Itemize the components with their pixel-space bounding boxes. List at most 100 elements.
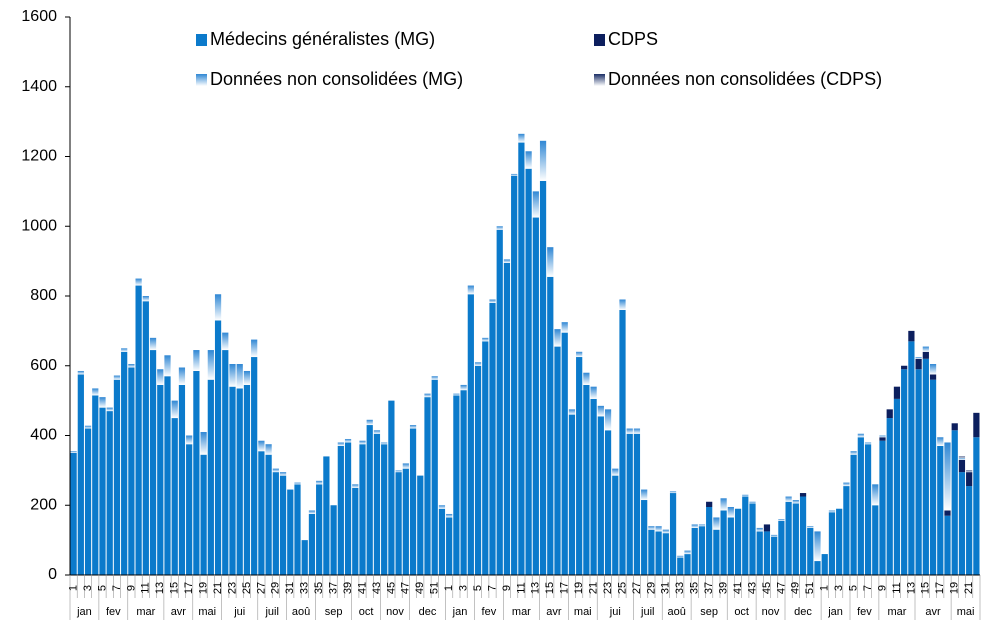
- bar-segment: [872, 505, 879, 575]
- bar-segment: [77, 370, 84, 375]
- x-tick-label: 3: [458, 585, 470, 591]
- bar-segment: [359, 440, 366, 445]
- x-group-label: fev: [482, 606, 497, 618]
- bar-segment: [193, 350, 200, 371]
- bar-segment: [265, 444, 272, 455]
- x-tick-label: 19: [198, 582, 210, 594]
- bar-segment: [554, 329, 561, 347]
- bar-segment: [431, 376, 438, 380]
- bar-segment: [84, 428, 92, 575]
- bar-segment: [576, 357, 583, 575]
- bar-segment: [121, 348, 128, 352]
- bar-segment: [453, 395, 460, 575]
- bar-segment: [402, 463, 409, 469]
- bar-segment: [713, 517, 720, 530]
- bar-segment: [893, 386, 901, 399]
- x-tick-label: 17: [934, 582, 946, 594]
- bar-segment: [901, 369, 908, 575]
- bar-segment: [460, 384, 467, 391]
- bar-segment: [590, 386, 597, 399]
- bar-segment: [474, 365, 482, 575]
- bar-segment: [836, 508, 843, 575]
- x-tick-label: 43: [746, 582, 758, 594]
- bar-segment: [713, 529, 720, 575]
- x-tick-label: 3: [833, 585, 845, 591]
- x-tick-label: 21: [588, 582, 600, 594]
- bar-segment: [438, 508, 446, 575]
- x-tick-label: 45: [761, 582, 773, 594]
- bar-segment: [597, 405, 604, 417]
- bar-segment: [691, 524, 698, 528]
- bar-segment: [792, 503, 799, 575]
- bar-segment: [807, 526, 814, 528]
- bar-segment: [294, 484, 301, 575]
- bar-segment: [937, 437, 944, 446]
- x-tick-label: 11: [891, 582, 903, 593]
- bar-segment: [149, 350, 157, 575]
- x-tick-label: 27: [255, 582, 267, 594]
- bar-segment: [482, 341, 489, 575]
- bar-segment: [258, 451, 265, 575]
- x-tick-label: 31: [284, 582, 296, 594]
- bar-segment: [424, 393, 431, 398]
- bar-segment: [698, 524, 706, 527]
- bar-segment: [142, 296, 149, 302]
- bar-segment: [929, 374, 937, 380]
- x-group-label: fev: [106, 606, 121, 618]
- bar-segment: [915, 369, 922, 575]
- x-group-label: mai: [957, 606, 975, 618]
- y-tick-label: 200: [30, 496, 57, 513]
- bar-segment: [330, 505, 337, 575]
- legend-marker: [196, 74, 207, 86]
- bar-segment: [214, 320, 222, 575]
- bar-segment: [922, 346, 929, 352]
- bar-segment: [272, 472, 279, 575]
- bar-segment: [279, 472, 287, 476]
- bar-segment: [958, 459, 966, 473]
- bar-segment: [771, 536, 778, 575]
- bar-segment: [128, 364, 135, 368]
- bar-segment: [409, 425, 417, 429]
- bar-segment: [395, 472, 402, 575]
- legend-marker: [196, 34, 207, 46]
- x-group-label: fev: [857, 606, 872, 618]
- bar-segment: [316, 480, 323, 485]
- bar-segment: [843, 486, 850, 575]
- bar-segment: [128, 367, 135, 575]
- bar-segment: [706, 506, 713, 575]
- bar-segment: [742, 494, 749, 497]
- bar-segment: [352, 487, 359, 575]
- bar-segment: [222, 332, 229, 351]
- x-group-label: sep: [700, 606, 718, 618]
- bar-segment: [164, 355, 171, 377]
- bar-segment: [655, 531, 662, 575]
- x-tick-label: 47: [400, 582, 412, 594]
- bar-segment: [727, 517, 734, 575]
- x-group-label: avr: [925, 606, 941, 618]
- bar-segment: [908, 341, 915, 575]
- bar-segment: [879, 435, 886, 438]
- x-tick-label: 27: [631, 582, 643, 594]
- bar-segment: [381, 444, 388, 575]
- bar-segment: [511, 175, 518, 575]
- x-tick-label: 51: [804, 582, 816, 594]
- x-group-label: jui: [609, 606, 621, 618]
- x-tick-label: 51: [429, 582, 441, 594]
- bar-segment: [929, 364, 937, 375]
- bar-segment: [951, 430, 958, 575]
- x-tick-label: 7: [486, 585, 498, 591]
- bar-segment: [388, 400, 395, 575]
- bar-segment: [243, 370, 251, 385]
- y-tick-label: 600: [30, 357, 57, 374]
- x-tick-label: 15: [920, 582, 932, 594]
- bar-segment: [814, 561, 821, 575]
- bar-segment: [742, 496, 749, 575]
- bar-segment: [893, 398, 901, 575]
- bar-segment: [113, 379, 121, 575]
- bar-segment: [359, 444, 366, 575]
- bar-segment: [561, 322, 568, 333]
- x-group-label: jan: [452, 606, 468, 618]
- x-tick-label: 29: [270, 582, 282, 594]
- bar-segment: [424, 397, 431, 575]
